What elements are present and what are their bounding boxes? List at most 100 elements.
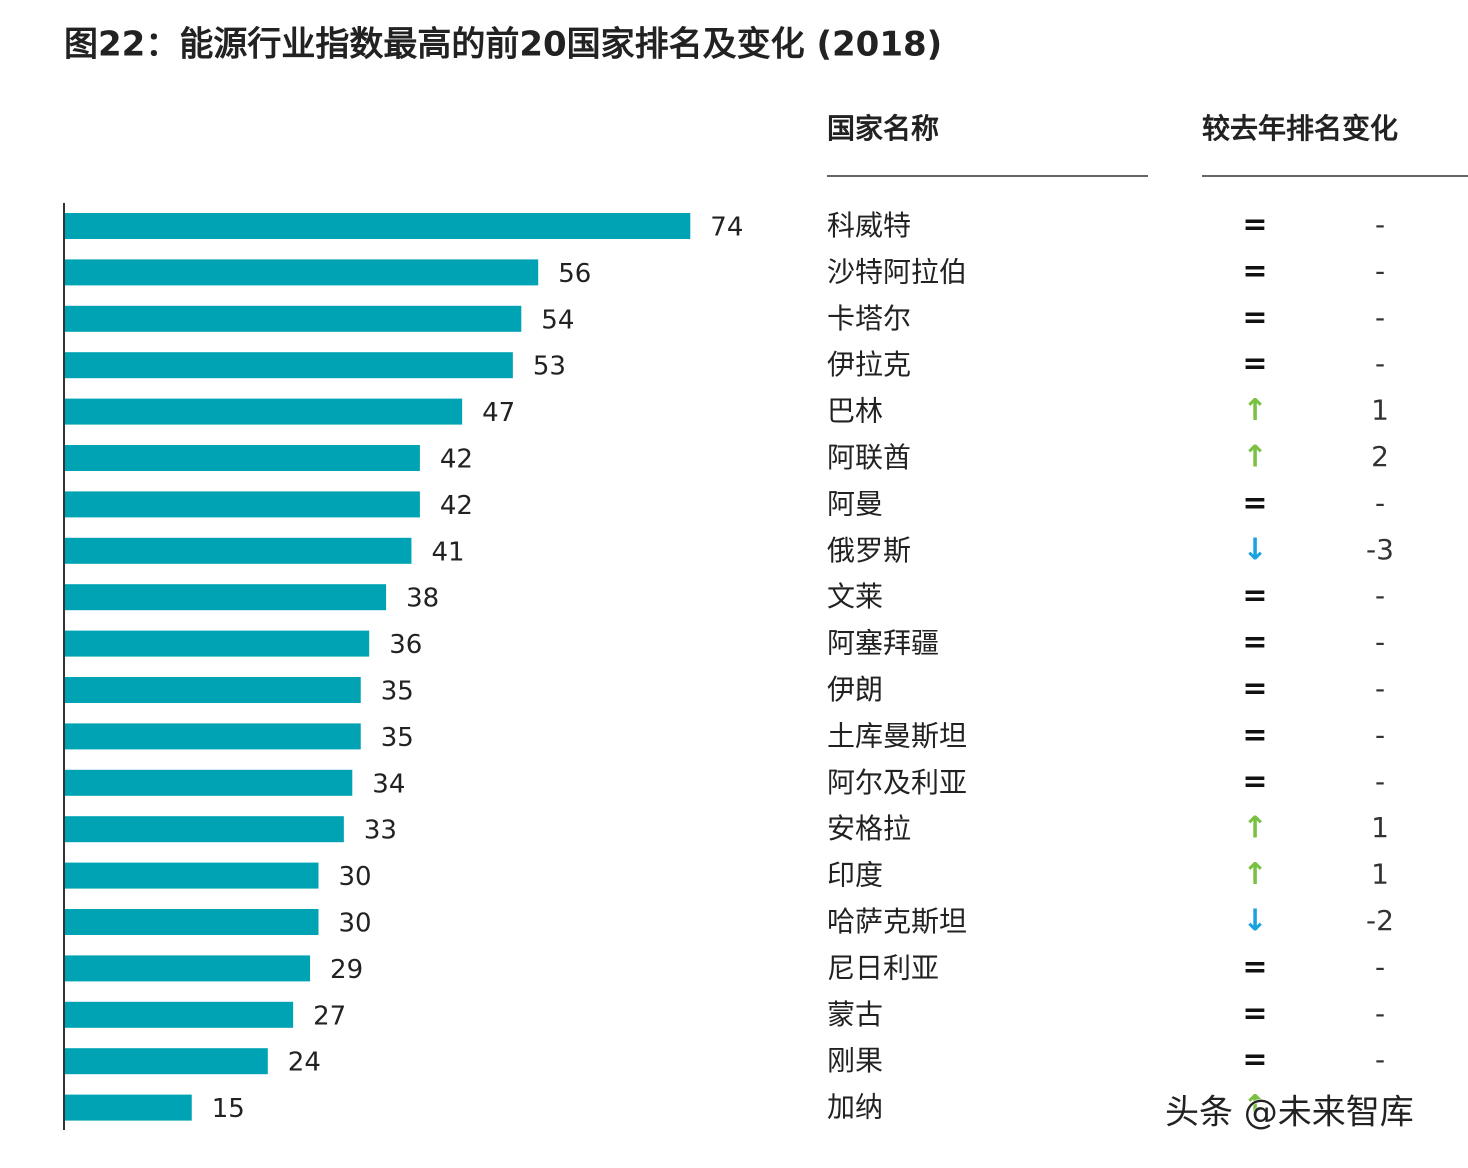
rank-change: -	[1375, 950, 1385, 983]
country-name: 刚果	[827, 1044, 883, 1077]
country-name: 沙特阿拉伯	[827, 255, 967, 288]
bar	[65, 1001, 294, 1028]
rank-change: -	[1375, 347, 1385, 380]
bar	[65, 677, 361, 703]
value-label: 74	[710, 213, 743, 243]
rank-change: -2	[1366, 904, 1394, 937]
bar	[65, 1048, 268, 1075]
value-label: 35	[381, 723, 414, 753]
rank-change: -	[1375, 254, 1385, 287]
country-name: 印度	[827, 859, 883, 892]
rank-change: -	[1375, 997, 1385, 1030]
value-label: 29	[330, 955, 363, 985]
bar	[65, 723, 361, 750]
rank-change: 1	[1371, 811, 1389, 844]
change-symbol: =	[1242, 672, 1267, 707]
change-symbol: =	[1242, 347, 1267, 382]
bar	[65, 213, 691, 239]
value-label: 47	[482, 398, 515, 428]
change-symbol: =	[1242, 996, 1267, 1031]
value-label: 36	[389, 630, 422, 660]
value-label: 35	[381, 677, 414, 707]
column-header: 国家名称	[827, 112, 939, 145]
country-name: 阿尔及利亚	[827, 766, 967, 799]
bar	[65, 862, 319, 889]
value-label: 54	[541, 305, 574, 335]
rank-change: 1	[1371, 394, 1389, 427]
change-symbol: =	[1242, 486, 1267, 521]
value-label: 53	[533, 352, 566, 382]
rank-change: -	[1375, 626, 1385, 659]
value-label: 42	[440, 445, 473, 475]
rank-change: -	[1375, 718, 1385, 751]
rank-change: -3	[1366, 533, 1394, 566]
country-name: 阿联酋	[827, 441, 911, 474]
country-name: 俄罗斯	[827, 534, 911, 567]
change-symbol: ↓	[1242, 904, 1267, 939]
column-header: 较去年排名变化	[1202, 112, 1398, 145]
change-symbol: ↑	[1242, 857, 1267, 892]
value-label: 56	[558, 259, 591, 289]
bar	[65, 491, 420, 518]
country-name: 土库曼斯坦	[827, 719, 967, 752]
change-symbol: ↑	[1242, 393, 1267, 428]
bar	[65, 1094, 192, 1121]
change-symbol: ↑	[1242, 440, 1267, 475]
value-label: 27	[313, 1001, 346, 1031]
bar	[65, 445, 420, 471]
rank-change: 2	[1371, 440, 1389, 473]
change-symbol: =	[1242, 300, 1267, 335]
country-name: 卡塔尔	[827, 302, 911, 335]
bar	[65, 537, 412, 564]
bar	[65, 305, 522, 332]
change-symbol: ↑	[1242, 811, 1267, 846]
value-label: 34	[372, 769, 405, 799]
country-name: 伊朗	[827, 673, 883, 706]
rank-change: -	[1375, 672, 1385, 705]
country-name: 巴林	[827, 395, 883, 428]
country-name: 科威特	[827, 209, 911, 242]
value-label: 41	[431, 537, 464, 567]
rank-change: -	[1375, 765, 1385, 798]
bar	[65, 398, 463, 425]
change-symbol: =	[1242, 625, 1267, 660]
country-name: 蒙古	[827, 998, 883, 1031]
country-name: 加纳	[827, 1091, 883, 1124]
country-name: 阿塞拜疆	[827, 627, 939, 660]
value-label: 42	[440, 491, 473, 521]
country-name: 尼日利亚	[827, 951, 939, 984]
change-symbol: =	[1242, 254, 1267, 289]
change-symbol: =	[1242, 1043, 1267, 1078]
rank-change: -	[1375, 301, 1385, 334]
change-symbol: ↑	[1242, 1089, 1267, 1124]
bar	[65, 352, 513, 379]
value-label: 33	[364, 816, 397, 846]
rank-change: -	[1375, 579, 1385, 612]
value-label: 30	[339, 862, 372, 892]
value-label: 30	[339, 909, 372, 939]
country-name: 伊拉克	[827, 348, 911, 381]
rank-change: 1	[1371, 858, 1389, 891]
bar	[65, 909, 319, 935]
bar	[65, 769, 353, 796]
change-symbol: =	[1242, 579, 1267, 614]
change-symbol: =	[1242, 950, 1267, 985]
value-label: 38	[406, 584, 439, 614]
country-name: 文莱	[827, 580, 883, 613]
change-symbol: =	[1242, 208, 1267, 243]
change-symbol: =	[1242, 764, 1267, 799]
value-label: 24	[288, 1048, 321, 1078]
rank-change: -	[1375, 1043, 1385, 1076]
bar	[65, 259, 539, 286]
country-name: 安格拉	[827, 812, 911, 845]
rank-change: -	[1375, 208, 1385, 241]
change-symbol: ↓	[1242, 532, 1267, 567]
bar	[65, 955, 311, 982]
change-symbol: =	[1242, 718, 1267, 753]
chart-title: 图22：能源行业指数最高的前20国家排名及变化 (2018)	[64, 25, 942, 65]
watermark: 头条 @未来智库	[1165, 1093, 1414, 1133]
rank-change: -	[1375, 486, 1385, 519]
bar	[65, 816, 344, 843]
country-name: 哈萨克斯坦	[827, 905, 967, 938]
